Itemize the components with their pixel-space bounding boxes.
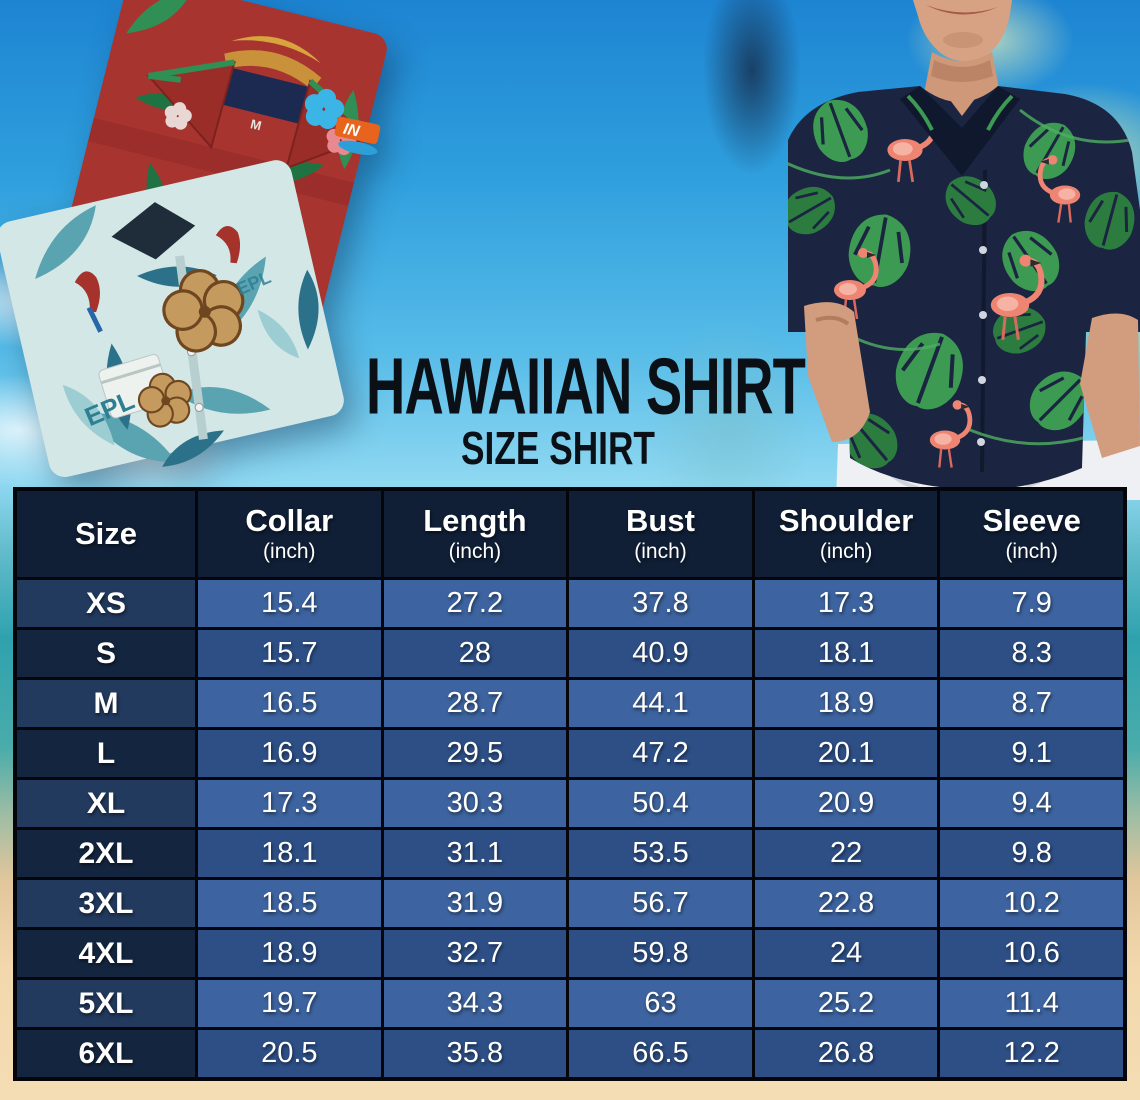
value-cell-L-bust: 47.2 bbox=[569, 730, 752, 777]
column-label: Length bbox=[423, 503, 527, 539]
shirt-size-tag: M bbox=[249, 116, 263, 133]
size-cell-L: L bbox=[17, 730, 195, 777]
size-cell-S: S bbox=[17, 630, 195, 677]
value-cell-XL-shoulder: 20.9 bbox=[754, 780, 938, 827]
column-unit: (inch) bbox=[263, 539, 316, 563]
value-cell-2XL-collar: 18.1 bbox=[198, 830, 381, 877]
size-cell-4XL: 4XL bbox=[17, 930, 195, 977]
column-label: Bust bbox=[626, 503, 695, 539]
sleeve-logo-text: IN bbox=[342, 121, 362, 141]
value-cell-L-shoulder: 20.1 bbox=[754, 730, 938, 777]
column-header-bust: Bust (inch) bbox=[569, 491, 752, 577]
value-cell-M-length: 28.7 bbox=[383, 680, 567, 727]
value-cell-XL-sleeve: 9.4 bbox=[940, 780, 1123, 827]
size-cell-6XL: 6XL bbox=[17, 1030, 195, 1077]
column-label: Size bbox=[74, 515, 138, 551]
column-unit: (inch) bbox=[819, 539, 873, 563]
value-cell-5XL-bust: 63 bbox=[569, 980, 752, 1027]
value-cell-5XL-shoulder: 25.2 bbox=[754, 980, 938, 1027]
column-header-collar: Collar (inch) bbox=[198, 491, 381, 577]
value-cell-4XL-collar: 18.9 bbox=[198, 930, 381, 977]
value-cell-2XL-shoulder: 22 bbox=[754, 830, 938, 877]
value-cell-3XL-length: 31.9 bbox=[383, 880, 567, 927]
value-cell-3XL-sleeve: 10.2 bbox=[940, 880, 1123, 927]
value-cell-5XL-length: 34.3 bbox=[383, 980, 567, 1027]
value-cell-3XL-bust: 56.7 bbox=[569, 880, 752, 927]
value-cell-XS-collar: 15.4 bbox=[198, 580, 381, 627]
value-cell-XL-bust: 50.4 bbox=[569, 780, 752, 827]
size-cell-2XL: 2XL bbox=[17, 830, 195, 877]
size-chart-table: Size Collar (inch) Length (inch) Bust (inch) Sh… bbox=[13, 487, 1127, 1081]
value-cell-6XL-bust: 66.5 bbox=[569, 1030, 752, 1077]
page-subtitle: SIZE SHIRT bbox=[461, 422, 655, 475]
size-cell-XS: XS bbox=[17, 580, 195, 627]
value-cell-S-length: 28 bbox=[383, 630, 567, 677]
value-cell-5XL-sleeve: 11.4 bbox=[940, 980, 1123, 1027]
size-cell-XL: XL bbox=[17, 780, 195, 827]
value-cell-L-length: 29.5 bbox=[383, 730, 567, 777]
value-cell-4XL-shoulder: 24 bbox=[754, 930, 938, 977]
value-cell-4XL-length: 32.7 bbox=[383, 930, 567, 977]
value-cell-XL-collar: 17.3 bbox=[198, 780, 381, 827]
value-cell-3XL-collar: 18.5 bbox=[198, 880, 381, 927]
page-title: HAWAIIAN SHIRT bbox=[366, 341, 806, 431]
column-label: Collar bbox=[245, 503, 334, 539]
column-header-length: Length (inch) bbox=[383, 491, 567, 577]
sleeve-logo: IN bbox=[334, 116, 381, 156]
value-cell-S-shoulder: 18.1 bbox=[754, 630, 938, 677]
column-header-shoulder: Shoulder (inch) bbox=[754, 491, 938, 577]
value-cell-M-sleeve: 8.7 bbox=[940, 680, 1123, 727]
column-header-size: Size bbox=[17, 491, 195, 577]
value-cell-5XL-collar: 19.7 bbox=[198, 980, 381, 1027]
column-unit: (inch) bbox=[634, 539, 687, 563]
value-cell-6XL-collar: 20.5 bbox=[198, 1030, 381, 1077]
value-cell-S-sleeve: 8.3 bbox=[940, 630, 1123, 677]
value-cell-M-bust: 44.1 bbox=[569, 680, 752, 727]
size-cell-M: M bbox=[17, 680, 195, 727]
value-cell-4XL-sleeve: 10.6 bbox=[940, 930, 1123, 977]
value-cell-L-collar: 16.9 bbox=[198, 730, 381, 777]
value-cell-XS-bust: 37.8 bbox=[569, 580, 752, 627]
value-cell-2XL-sleeve: 9.8 bbox=[940, 830, 1123, 877]
value-cell-S-collar: 15.7 bbox=[198, 630, 381, 677]
value-cell-3XL-shoulder: 22.8 bbox=[754, 880, 938, 927]
value-cell-4XL-bust: 59.8 bbox=[569, 930, 752, 977]
value-cell-XS-sleeve: 7.9 bbox=[940, 580, 1123, 627]
title-block: HAWAIIAN SHIRT SIZE SHIRT bbox=[318, 341, 806, 475]
value-cell-S-bust: 40.9 bbox=[569, 630, 752, 677]
value-cell-M-shoulder: 18.9 bbox=[754, 680, 938, 727]
value-cell-M-collar: 16.5 bbox=[198, 680, 381, 727]
column-header-sleeve: Sleeve (inch) bbox=[940, 491, 1123, 577]
value-cell-2XL-bust: 53.5 bbox=[569, 830, 752, 877]
value-cell-6XL-sleeve: 12.2 bbox=[940, 1030, 1123, 1077]
value-cell-6XL-length: 35.8 bbox=[383, 1030, 567, 1077]
size-cell-3XL: 3XL bbox=[17, 880, 195, 927]
column-unit: (inch) bbox=[1005, 539, 1058, 563]
man-wearing-flamingo-shirt-photo bbox=[788, 0, 1140, 500]
folded-hawaiian-shirts-photo: M IN bbox=[0, 0, 387, 485]
value-cell-6XL-shoulder: 26.8 bbox=[754, 1030, 938, 1077]
size-cell-5XL: 5XL bbox=[17, 980, 195, 1027]
column-label: Shoulder bbox=[778, 503, 914, 539]
value-cell-2XL-length: 31.1 bbox=[383, 830, 567, 877]
column-unit: (inch) bbox=[448, 539, 502, 563]
value-cell-XS-shoulder: 17.3 bbox=[754, 580, 938, 627]
value-cell-XL-length: 30.3 bbox=[383, 780, 567, 827]
teal-shirt: EPL EPL bbox=[0, 160, 344, 485]
value-cell-XS-length: 27.2 bbox=[383, 580, 567, 627]
column-label: Sleeve bbox=[982, 503, 1081, 539]
value-cell-L-sleeve: 9.1 bbox=[940, 730, 1123, 777]
